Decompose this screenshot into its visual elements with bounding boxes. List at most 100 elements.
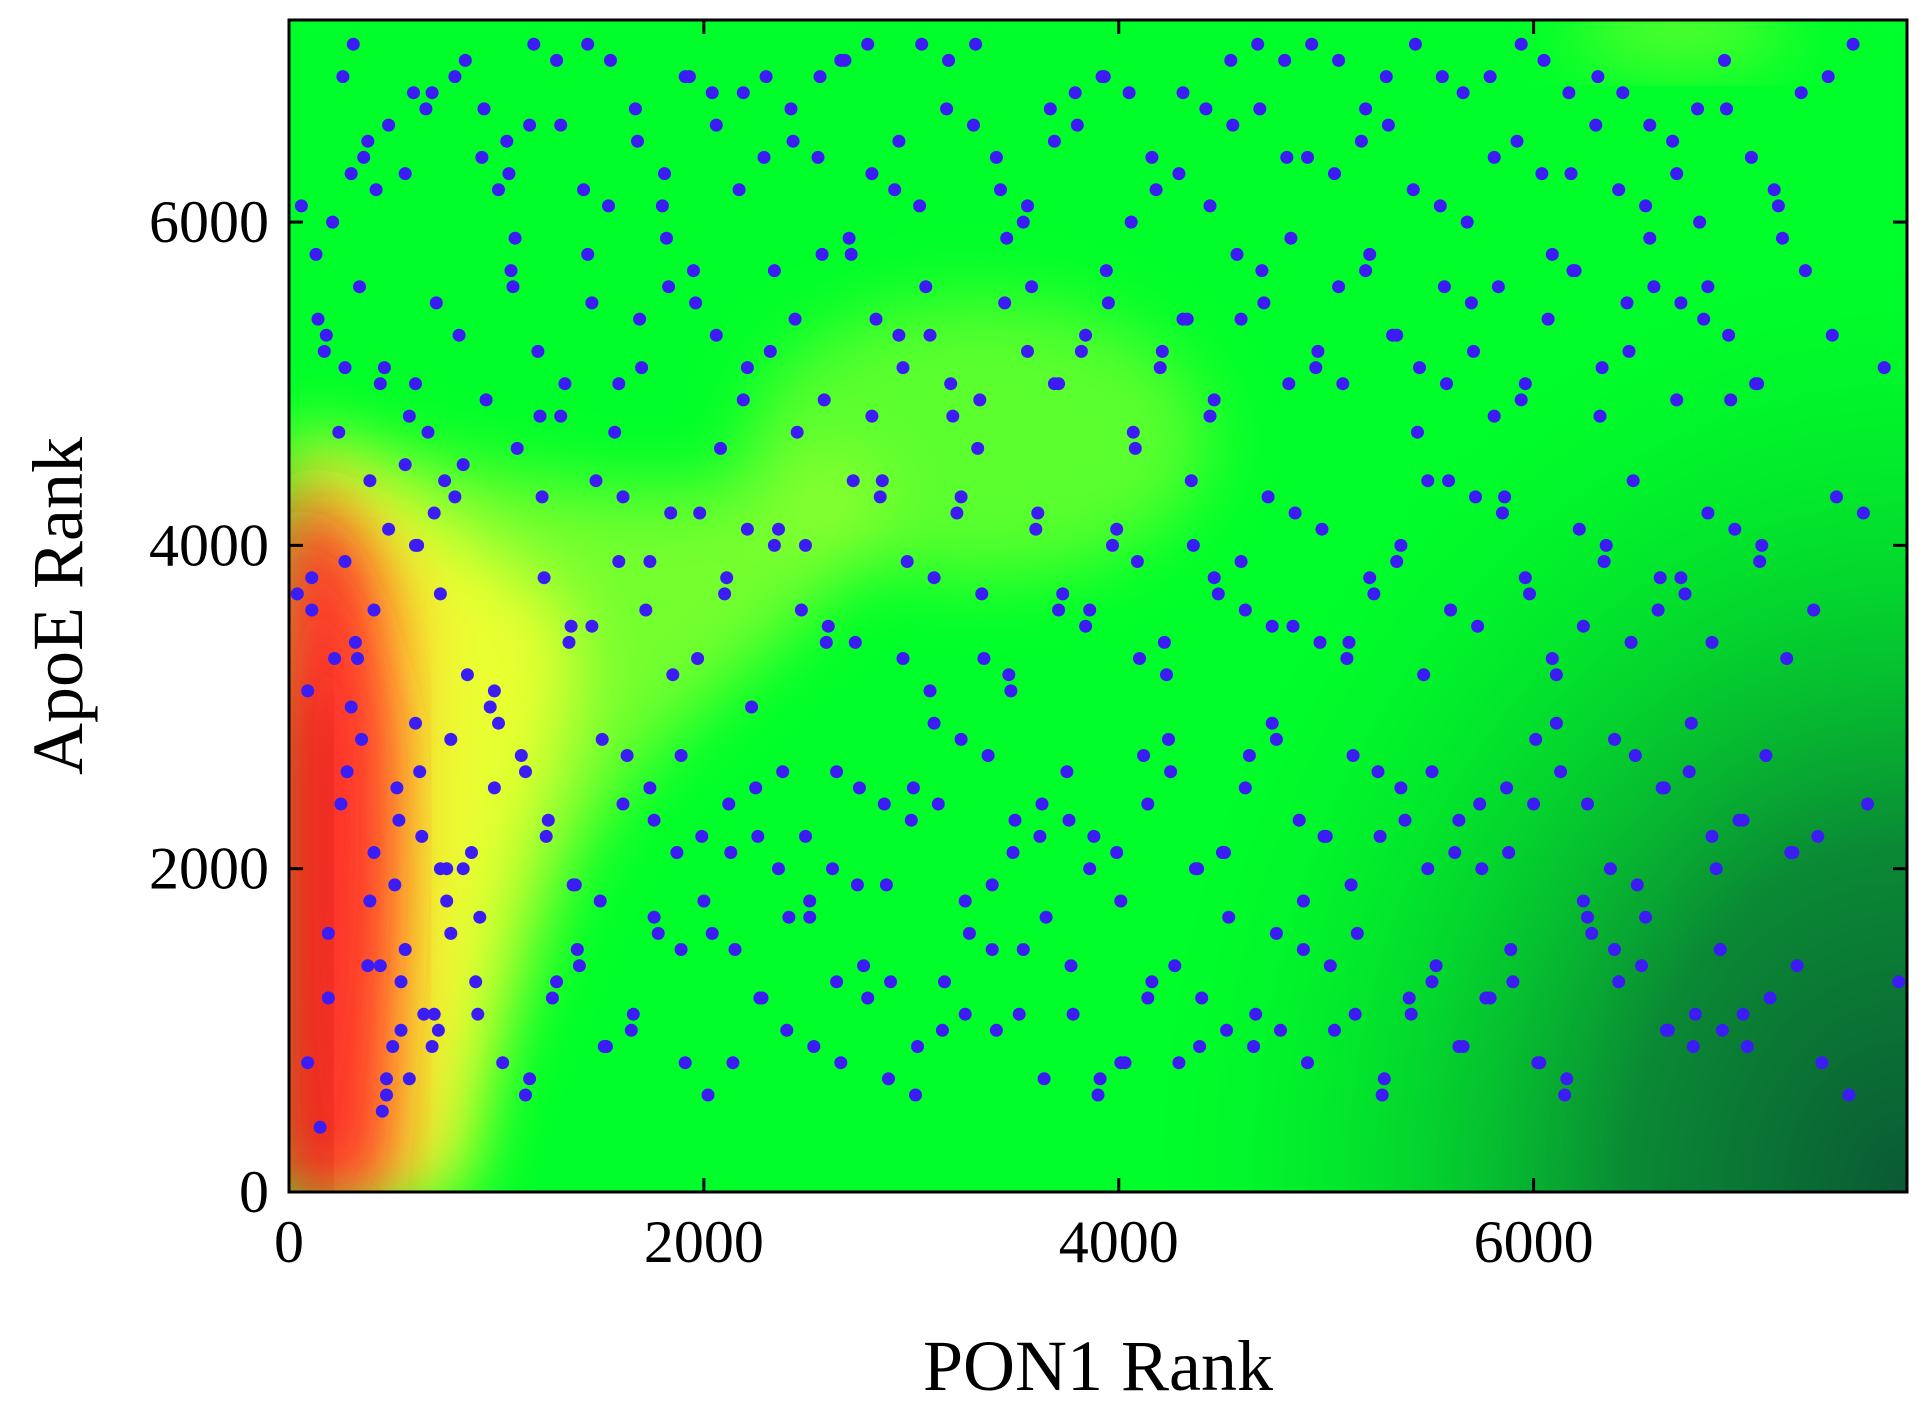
scatter-point <box>1674 296 1688 310</box>
scatter-point <box>361 959 375 973</box>
scatter-point <box>1562 86 1576 100</box>
heatmap-dark-region <box>1100 200 1907 1192</box>
scatter-point <box>989 1023 1003 1037</box>
scatter-point <box>1002 668 1016 682</box>
scatter-point <box>755 991 769 1005</box>
scatter-point <box>533 409 547 423</box>
scatter-point <box>687 264 700 278</box>
scatter-point <box>1012 1007 1026 1021</box>
scatter-point <box>568 878 582 892</box>
scatter-point <box>577 183 591 197</box>
scatter-point <box>1661 1023 1675 1037</box>
scatter-point <box>1643 231 1657 245</box>
scatter-point <box>1630 878 1644 892</box>
scatter-point <box>962 926 976 940</box>
scatter-point <box>1452 813 1466 827</box>
scatter-point <box>888 183 902 197</box>
scatter-point <box>427 1007 441 1021</box>
scatter-point <box>848 635 862 649</box>
scatter-point <box>882 1072 895 1086</box>
scatter-point <box>651 926 665 940</box>
scatter-point <box>923 684 937 698</box>
scatter-point <box>879 878 893 892</box>
scatter-point <box>1172 167 1186 181</box>
scatter-point <box>726 1056 740 1070</box>
scatter-point <box>705 86 719 100</box>
scatter-point <box>1657 781 1671 795</box>
scatter-point <box>504 264 518 278</box>
scatter-point <box>1558 1088 1572 1102</box>
scatter-point <box>1776 231 1789 245</box>
scatter-point <box>1313 635 1327 649</box>
scatter-point <box>1265 619 1279 633</box>
scatter-point <box>655 199 669 213</box>
scatter-point <box>523 1072 537 1086</box>
scatter-point <box>767 264 781 278</box>
scatter-point <box>492 183 505 197</box>
scatter-point <box>869 312 883 326</box>
scatter-point <box>392 813 406 827</box>
scatter-point <box>1404 1007 1418 1021</box>
scatter-point <box>382 522 396 536</box>
scatter-point <box>1238 603 1252 617</box>
scatter-point <box>554 118 568 132</box>
scatter-point <box>691 652 705 665</box>
scatter-point <box>1830 490 1843 504</box>
scatter-point <box>1332 280 1346 294</box>
scatter-point <box>1282 377 1296 391</box>
scatter-point <box>487 781 501 795</box>
scatter-point <box>1626 474 1640 488</box>
scatter-point <box>1247 1040 1261 1053</box>
scatter-point <box>390 781 404 795</box>
scatter-point <box>1207 393 1221 407</box>
scatter-point <box>1568 264 1582 278</box>
scatter-point <box>740 522 754 536</box>
scatter-point <box>1274 1023 1287 1037</box>
scatter-point <box>585 296 599 310</box>
scatter-point <box>465 846 478 859</box>
scatter-point <box>1464 296 1478 310</box>
scatter-point <box>380 1088 393 1102</box>
scatter-point <box>942 53 956 67</box>
scatter-point <box>1211 587 1225 601</box>
scatter-point <box>1255 264 1269 278</box>
scatter-point <box>398 458 412 472</box>
scatter-point <box>1842 1088 1856 1102</box>
scatter-point <box>811 150 825 164</box>
y-tick-label: 6000 <box>149 189 269 255</box>
scatter-point <box>1846 37 1860 51</box>
scatter-point <box>728 943 742 956</box>
scatter-point <box>1375 1088 1389 1102</box>
scatter-point <box>1444 603 1458 617</box>
scatter-point <box>1599 538 1613 552</box>
scatter-point <box>1021 199 1034 213</box>
scatter-point <box>1608 732 1621 746</box>
scatter-point <box>740 361 754 375</box>
x-tick-label: 0 <box>274 1209 304 1275</box>
scatter-point <box>1164 765 1178 779</box>
scatter-point <box>1693 215 1707 229</box>
scatter-point <box>558 377 572 391</box>
scatter-point <box>1498 490 1512 504</box>
scatter-point <box>803 894 817 908</box>
scatter-point <box>1052 603 1066 617</box>
scatter-point <box>328 652 342 665</box>
scatter-point <box>658 167 671 181</box>
scatter-point <box>1224 53 1238 67</box>
scatter-point <box>896 652 910 665</box>
scatter-point <box>782 910 796 924</box>
scatter-point <box>1549 668 1563 682</box>
scatter-point <box>807 1040 821 1053</box>
scatter-point <box>1502 846 1516 859</box>
scatter-point <box>1220 1023 1234 1037</box>
scatter-point <box>664 506 678 520</box>
scatter-point <box>332 425 346 439</box>
scatter-point <box>1128 441 1142 455</box>
scatter-point <box>971 441 985 455</box>
scatter-point <box>1722 328 1736 342</box>
scatter-point <box>1037 1072 1051 1086</box>
scatter-point <box>1639 910 1653 924</box>
scatter-point <box>852 781 866 795</box>
scatter-point <box>1751 377 1765 391</box>
scatter-point <box>1670 393 1684 407</box>
